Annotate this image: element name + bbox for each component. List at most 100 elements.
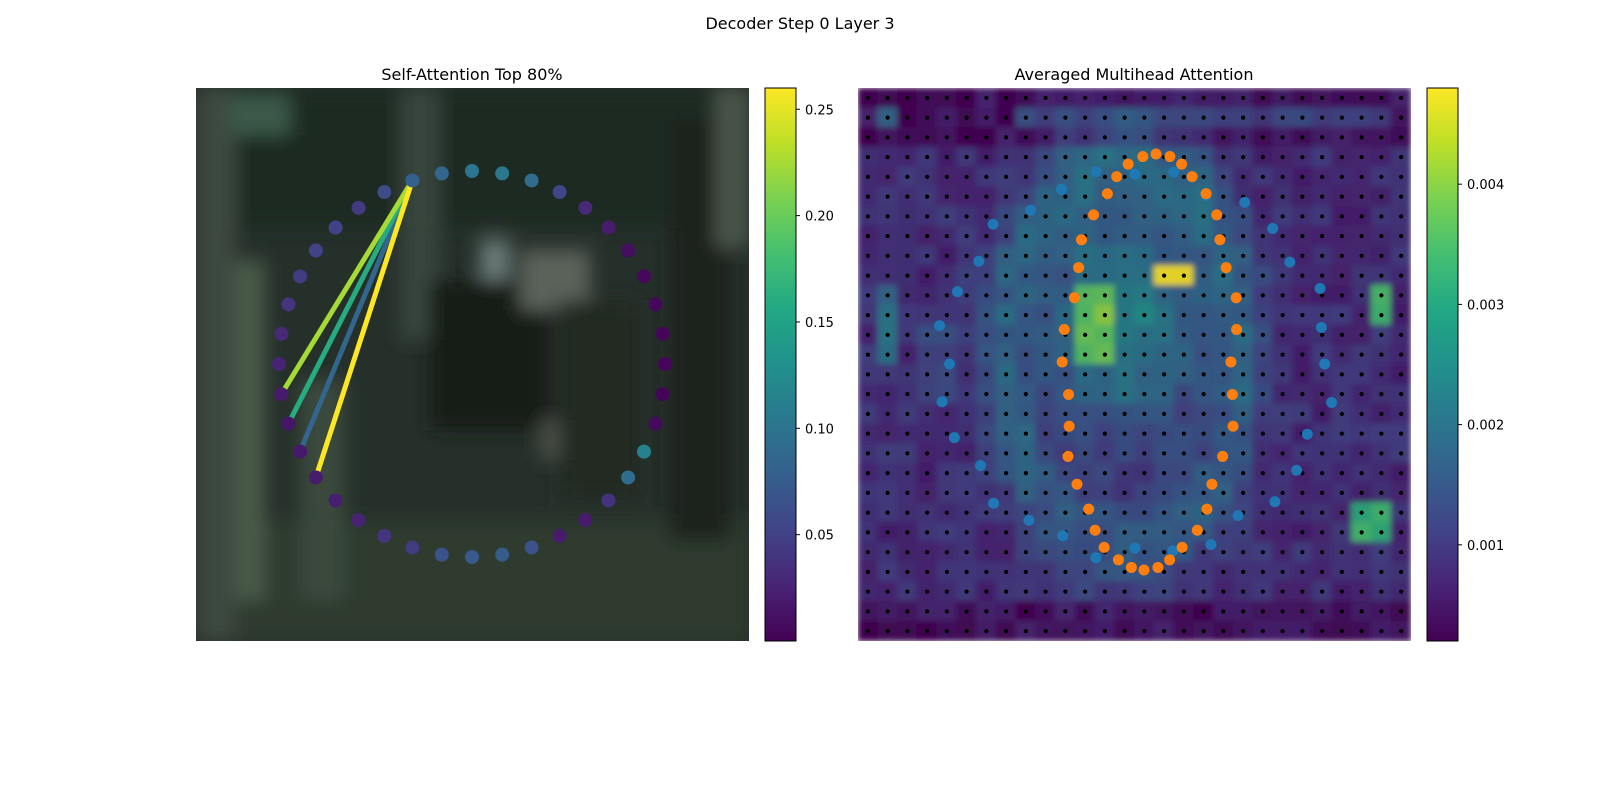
- grid-point: [1102, 510, 1107, 515]
- grid-point: [1300, 214, 1305, 219]
- grid-point: [1399, 510, 1404, 515]
- grid-point: [1023, 273, 1028, 278]
- grid-point: [984, 234, 989, 239]
- orange-point: [1063, 389, 1075, 401]
- grid-point: [1181, 352, 1186, 357]
- orange-point: [1101, 188, 1113, 200]
- grid-point: [1181, 253, 1186, 258]
- grid-point: [865, 234, 870, 239]
- grid-point: [865, 293, 870, 298]
- grid-point: [1122, 392, 1127, 397]
- attention-link: [297, 179, 415, 453]
- grid-point: [1023, 135, 1028, 140]
- ring-point: [495, 547, 510, 562]
- grid-point: [1260, 569, 1265, 574]
- colorbar-tick-label: 0.003: [1467, 298, 1504, 313]
- blue-point: [948, 432, 960, 444]
- grid-point: [1399, 609, 1404, 614]
- grid-point: [1162, 372, 1167, 377]
- grid-point: [1359, 609, 1364, 614]
- grid-point: [905, 273, 910, 278]
- grid-point: [984, 569, 989, 574]
- grid-point: [1083, 174, 1088, 179]
- grid-point: [1359, 569, 1364, 574]
- grid-point: [1023, 609, 1028, 614]
- grid-point: [1280, 214, 1285, 219]
- grid-point: [905, 352, 910, 357]
- grid-point: [1399, 629, 1404, 634]
- grid-point: [1201, 550, 1206, 555]
- grid-point: [1122, 530, 1127, 535]
- grid-point: [1083, 135, 1088, 140]
- colorbar-tick-label: 0.15: [805, 316, 834, 331]
- orange-point: [1073, 262, 1085, 274]
- grid-point: [1280, 352, 1285, 357]
- grid-point: [1339, 273, 1344, 278]
- grid-point: [925, 451, 930, 456]
- grid-point: [885, 332, 890, 337]
- grid-point: [1083, 411, 1088, 416]
- grid-point: [1043, 550, 1048, 555]
- grid-point: [944, 135, 949, 140]
- grid-point: [964, 214, 969, 219]
- grid-point: [865, 471, 870, 476]
- grid-point: [865, 550, 870, 555]
- grid-point: [1379, 352, 1384, 357]
- grid-point: [1379, 530, 1384, 535]
- grid-point: [984, 115, 989, 120]
- blue-point: [973, 255, 985, 267]
- grid-point: [905, 510, 910, 515]
- grid-point: [964, 135, 969, 140]
- grid-point: [1300, 332, 1305, 337]
- grid-point: [885, 273, 890, 278]
- ring-point: [658, 357, 672, 371]
- grid-point: [944, 609, 949, 614]
- grid-point: [1083, 214, 1088, 219]
- grid-point: [1241, 471, 1246, 476]
- grid-point: [1162, 293, 1167, 298]
- ring-point: [377, 528, 392, 543]
- grid-point: [964, 411, 969, 416]
- orange-point: [1206, 478, 1218, 490]
- grid-point: [925, 155, 930, 160]
- grid-point: [1083, 609, 1088, 614]
- grid-point: [944, 392, 949, 397]
- grid-point: [1122, 451, 1127, 456]
- grid-point: [925, 431, 930, 436]
- ring-point: [308, 470, 323, 485]
- grid-point: [1063, 431, 1068, 436]
- grid-point: [1102, 115, 1107, 120]
- colorbar-tick-label: 0.002: [1467, 419, 1504, 434]
- grid-point: [1004, 352, 1009, 357]
- orange-point: [1200, 188, 1212, 200]
- grid-point: [1300, 530, 1305, 535]
- grid-point: [944, 431, 949, 436]
- grid-point: [1122, 273, 1127, 278]
- blue-point: [1315, 321, 1327, 333]
- blue-point: [974, 460, 986, 472]
- grid-point: [1280, 392, 1285, 397]
- grid-point: [1004, 530, 1009, 535]
- grid-point: [1399, 569, 1404, 574]
- grid-point: [984, 214, 989, 219]
- grid-point: [885, 490, 890, 495]
- grid-point: [1201, 569, 1206, 574]
- grid-point: [1181, 194, 1186, 199]
- grid-point: [885, 135, 890, 140]
- ring-point: [636, 444, 651, 459]
- grid-point: [1221, 471, 1226, 476]
- grid-point: [984, 155, 989, 160]
- ring-point: [377, 185, 392, 200]
- grid-point: [1063, 609, 1068, 614]
- grid-point: [1083, 392, 1088, 397]
- grid-point: [1201, 253, 1206, 258]
- grid-point: [1142, 253, 1147, 258]
- grid-point: [925, 490, 930, 495]
- grid-point: [1004, 609, 1009, 614]
- grid-point: [1201, 471, 1206, 476]
- grid-point: [1241, 372, 1246, 377]
- grid-point: [1023, 293, 1028, 298]
- grid-point: [1280, 431, 1285, 436]
- grid-point: [925, 253, 930, 258]
